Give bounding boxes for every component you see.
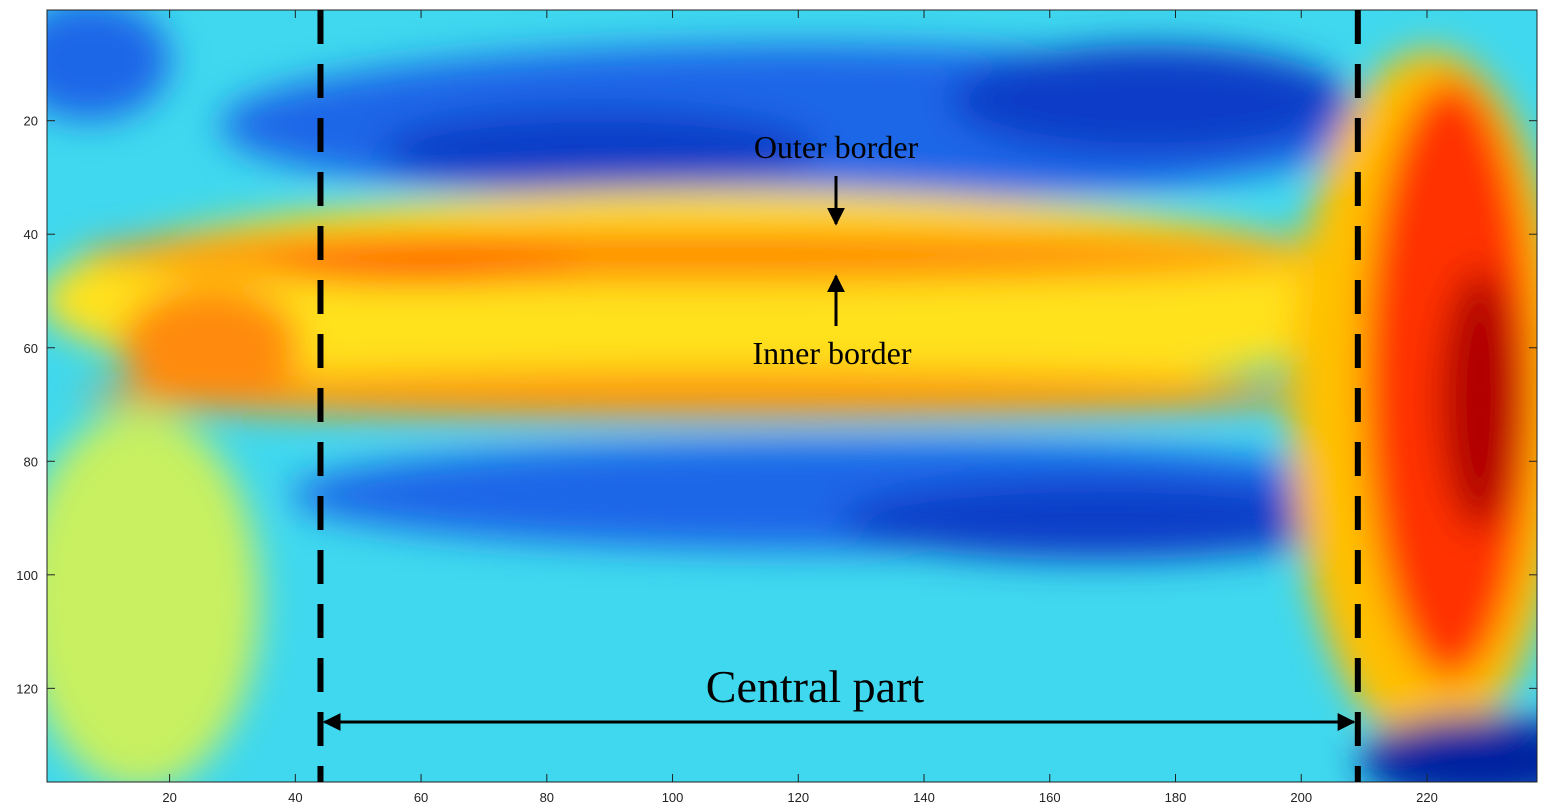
annotation: Central part [706,661,925,712]
y-tick-label: 120 [16,681,38,696]
x-tick-label: 220 [1416,790,1438,805]
chart: 20 40 60 80 100 120 140 160 180 200 220 20 40 60 80 100… [0,0,1542,812]
annotation: Inner border [752,335,911,371]
x-tick-label: 80 [540,790,554,805]
y-tick-label: 60 [24,341,38,356]
x-tick-label: 120 [787,790,809,805]
y-tick-label: 80 [24,454,38,469]
x-tick-label: 160 [1039,790,1061,805]
x-tick-label: 20 [162,790,176,805]
x-tick-label: 60 [414,790,428,805]
y-tick-label: 20 [24,114,38,129]
x-tick-label: 140 [913,790,935,805]
x-tick-label: 180 [1165,790,1187,805]
annotation: Outer border [754,129,919,165]
y-tick-label: 100 [16,568,38,583]
x-tick-label: 40 [288,790,302,805]
x-tick-label: 100 [662,790,684,805]
x-tick-label: 200 [1290,790,1312,805]
y-tick-label: 40 [24,227,38,242]
